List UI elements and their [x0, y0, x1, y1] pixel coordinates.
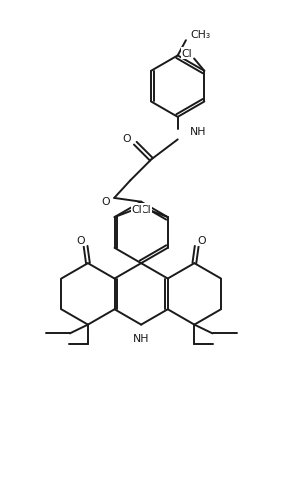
Text: O: O [102, 197, 110, 207]
Text: NH: NH [133, 334, 149, 344]
Text: Cl: Cl [140, 205, 151, 215]
Text: O: O [197, 235, 206, 245]
Text: CH₃: CH₃ [190, 30, 210, 40]
Text: O: O [123, 134, 131, 144]
Text: Cl: Cl [181, 49, 192, 59]
Text: Cl: Cl [131, 205, 142, 215]
Text: NH: NH [190, 127, 206, 137]
Text: O: O [76, 235, 85, 245]
